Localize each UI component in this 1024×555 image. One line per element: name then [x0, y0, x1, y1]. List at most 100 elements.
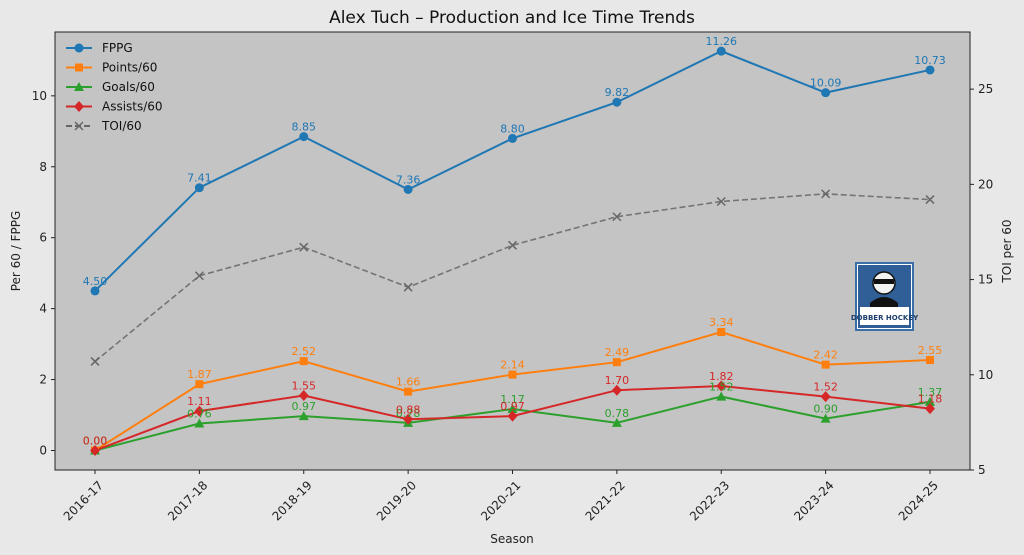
- legend-label-assists-60: Assists/60: [102, 100, 163, 114]
- data-label-fppg: 8.85: [292, 121, 317, 134]
- y-tick-label: 10: [32, 89, 47, 103]
- marker-toi-60: [716, 196, 726, 207]
- data-label-goals-60: 0.00: [83, 434, 108, 447]
- marker-points-60: [508, 370, 517, 379]
- data-label-assists-60: 0.97: [500, 400, 525, 413]
- x-tick-label: 2023-24: [791, 478, 836, 523]
- plot-area: [54, 31, 971, 471]
- marker-assists-60: [820, 391, 831, 403]
- marker-fppg: [299, 132, 309, 142]
- data-label-goals-60: 0.78: [396, 407, 421, 420]
- marker-toi-60: [507, 240, 518, 250]
- data-labels: 4.50 7.41 8.85 7.36 8.80 9.82 11.26 10.09 10.73 0…: [83, 35, 946, 447]
- legend: FPPG Points/60 Goals/60 Assists/60 TOI/60: [66, 41, 163, 133]
- legend-marker-fppg: [74, 43, 84, 53]
- y-tick-label: 0: [39, 443, 47, 457]
- dobber-hockey-logo: DOBBER HOCKEY: [851, 262, 919, 331]
- marker-toi-60: [925, 195, 935, 205]
- data-label-fppg: 7.36: [396, 173, 421, 186]
- data-label-goals-60: 0.78: [605, 407, 630, 420]
- marker-fppg: [925, 65, 935, 75]
- marker-toi-60: [299, 242, 309, 252]
- marker-assists-60: [194, 405, 205, 417]
- line-toi-60: [94, 193, 931, 363]
- legend-label-points-60: Points/60: [102, 61, 157, 75]
- data-label-assists-60: 1.18: [918, 393, 943, 406]
- data-label-points-60: 2.14: [500, 359, 525, 372]
- data-label-assists-60: 1.11: [187, 395, 212, 408]
- marker-toi-60: [90, 356, 100, 366]
- x-tick-label: 2019-20: [374, 478, 419, 523]
- data-label-assists-60: 1.70: [605, 374, 630, 387]
- data-label-fppg: 9.82: [605, 86, 630, 99]
- marker-toi-60: [403, 282, 413, 292]
- marker-fppg: [403, 184, 413, 194]
- data-label-assists-60: 0.00: [83, 434, 108, 447]
- marker-points-60: [717, 328, 726, 337]
- marker-goals-60: [611, 417, 622, 427]
- x-tick-label: 2016-17: [61, 478, 106, 523]
- marker-assists-60: [298, 390, 309, 402]
- y2-tick-label: 5: [978, 463, 986, 477]
- legend-marker-assists-60: [74, 101, 84, 112]
- y2-tick-label: 25: [978, 82, 993, 96]
- data-label-goals-60: 0.90: [813, 403, 838, 416]
- data-label-fppg: 11.26: [706, 35, 738, 48]
- x-tick-label: 2018-19: [269, 478, 314, 523]
- series-markers: [90, 46, 935, 456]
- x-tick-label: 2024-25: [896, 478, 941, 523]
- marker-points-60: [404, 387, 413, 396]
- y-tick-label: 2: [39, 373, 47, 387]
- data-label-goals-60: 0.97: [292, 400, 317, 413]
- data-label-assists-60: 0.88: [396, 403, 421, 416]
- y2-tick-label: 20: [978, 177, 993, 191]
- y-tick-label: 6: [39, 231, 47, 245]
- data-label-goals-60: 1.52: [709, 381, 734, 394]
- y2-tick-label: 15: [978, 273, 993, 287]
- marker-fppg: [612, 97, 622, 107]
- marker-points-60: [195, 380, 204, 389]
- data-label-points-60: 2.42: [813, 349, 838, 362]
- data-label-points-60: 2.52: [292, 345, 317, 358]
- data-label-goals-60: 0.76: [187, 408, 212, 421]
- logo-text: DOBBER HOCKEY: [851, 314, 919, 322]
- y-tick-label: 4: [39, 302, 47, 316]
- data-label-fppg: 8.80: [500, 122, 525, 135]
- data-label-fppg: 7.41: [187, 172, 212, 185]
- legend-marker-toi-60: [74, 121, 84, 131]
- data-label-fppg: 10.73: [914, 54, 946, 67]
- marker-assists-60: [507, 410, 518, 422]
- data-label-fppg: 4.50: [83, 275, 108, 288]
- data-label-points-60: 2.49: [605, 346, 630, 359]
- data-label-points-60: 0.00: [83, 434, 108, 447]
- legend-label-toi-60: TOI/60: [101, 119, 142, 133]
- marker-points-60: [612, 358, 621, 367]
- marker-points-60: [926, 356, 934, 365]
- legend-marker-points-60: [75, 63, 83, 72]
- marker-fppg: [508, 133, 517, 143]
- marker-goals-60: [194, 418, 205, 428]
- data-label-goals-60: 1.17: [500, 393, 525, 406]
- data-label-points-60: 3.34: [709, 316, 734, 329]
- marker-fppg: [716, 46, 726, 56]
- marker-goals-60: [507, 403, 518, 413]
- marker-goals-60: [925, 396, 935, 406]
- marker-toi-60: [612, 212, 622, 222]
- y2-tick-label: 10: [978, 368, 993, 382]
- marker-goals-60: [820, 413, 831, 423]
- marker-toi-60: [194, 271, 204, 281]
- legend-label-fppg: FPPG: [102, 41, 133, 55]
- marker-goals-60: [298, 411, 309, 421]
- y-tick-label: 8: [39, 160, 47, 174]
- marker-points-60: [299, 357, 308, 366]
- x-axis-label: Season: [490, 532, 534, 546]
- marker-fppg: [194, 183, 204, 193]
- legend-marker-goals-60: [74, 82, 84, 91]
- y-axis-label: Per 60 / FPPG: [9, 211, 23, 292]
- marker-fppg: [821, 88, 831, 98]
- marker-assists-60: [716, 380, 727, 392]
- data-label-goals-60: 1.37: [918, 386, 943, 399]
- data-label-fppg: 10.09: [810, 77, 842, 90]
- marker-assists-60: [611, 384, 622, 396]
